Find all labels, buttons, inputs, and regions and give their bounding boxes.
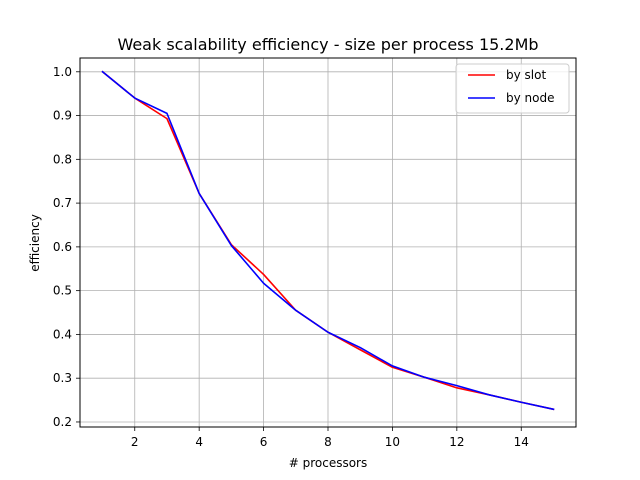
x-tick-label: 4	[195, 435, 203, 449]
y-tick-label: 0.3	[53, 371, 72, 385]
x-tick-label: 10	[385, 435, 400, 449]
y-tick-label: 0.6	[53, 240, 72, 254]
x-tick-label: 8	[324, 435, 332, 449]
y-tick-label: 1.0	[53, 65, 72, 79]
y-tick-label: 0.8	[53, 152, 72, 166]
series-line-by-node	[101, 70, 555, 411]
legend: by slot by node	[455, 63, 570, 114]
axis-ticks: 2 4 6 8 10 12 14 0.2 0.3 0.4 0.5 0.6 0.7 0.8 0.9 1.0	[53, 65, 529, 449]
y-axis-label: efficiency	[28, 214, 42, 272]
x-tick-label: 14	[514, 435, 529, 449]
plot-frame	[79, 57, 577, 428]
x-tick-label: 12	[449, 435, 464, 449]
y-tick-label: 0.9	[53, 109, 72, 123]
y-tick-label: 0.4	[53, 327, 72, 341]
x-axis-label: # processors	[289, 456, 368, 470]
legend-box	[455, 63, 570, 114]
y-tick-label: 0.2	[53, 415, 72, 429]
data-series	[101, 70, 555, 411]
y-tick-label: 0.5	[53, 284, 72, 298]
chart-title: Weak scalability efficiency - size per p…	[117, 35, 538, 54]
y-tick-label: 0.7	[53, 196, 72, 210]
legend-label: by node	[506, 91, 554, 105]
x-tick-label: 2	[131, 435, 139, 449]
grid-lines	[80, 58, 576, 427]
x-tick-label: 6	[260, 435, 268, 449]
legend-label: by slot	[506, 68, 546, 82]
